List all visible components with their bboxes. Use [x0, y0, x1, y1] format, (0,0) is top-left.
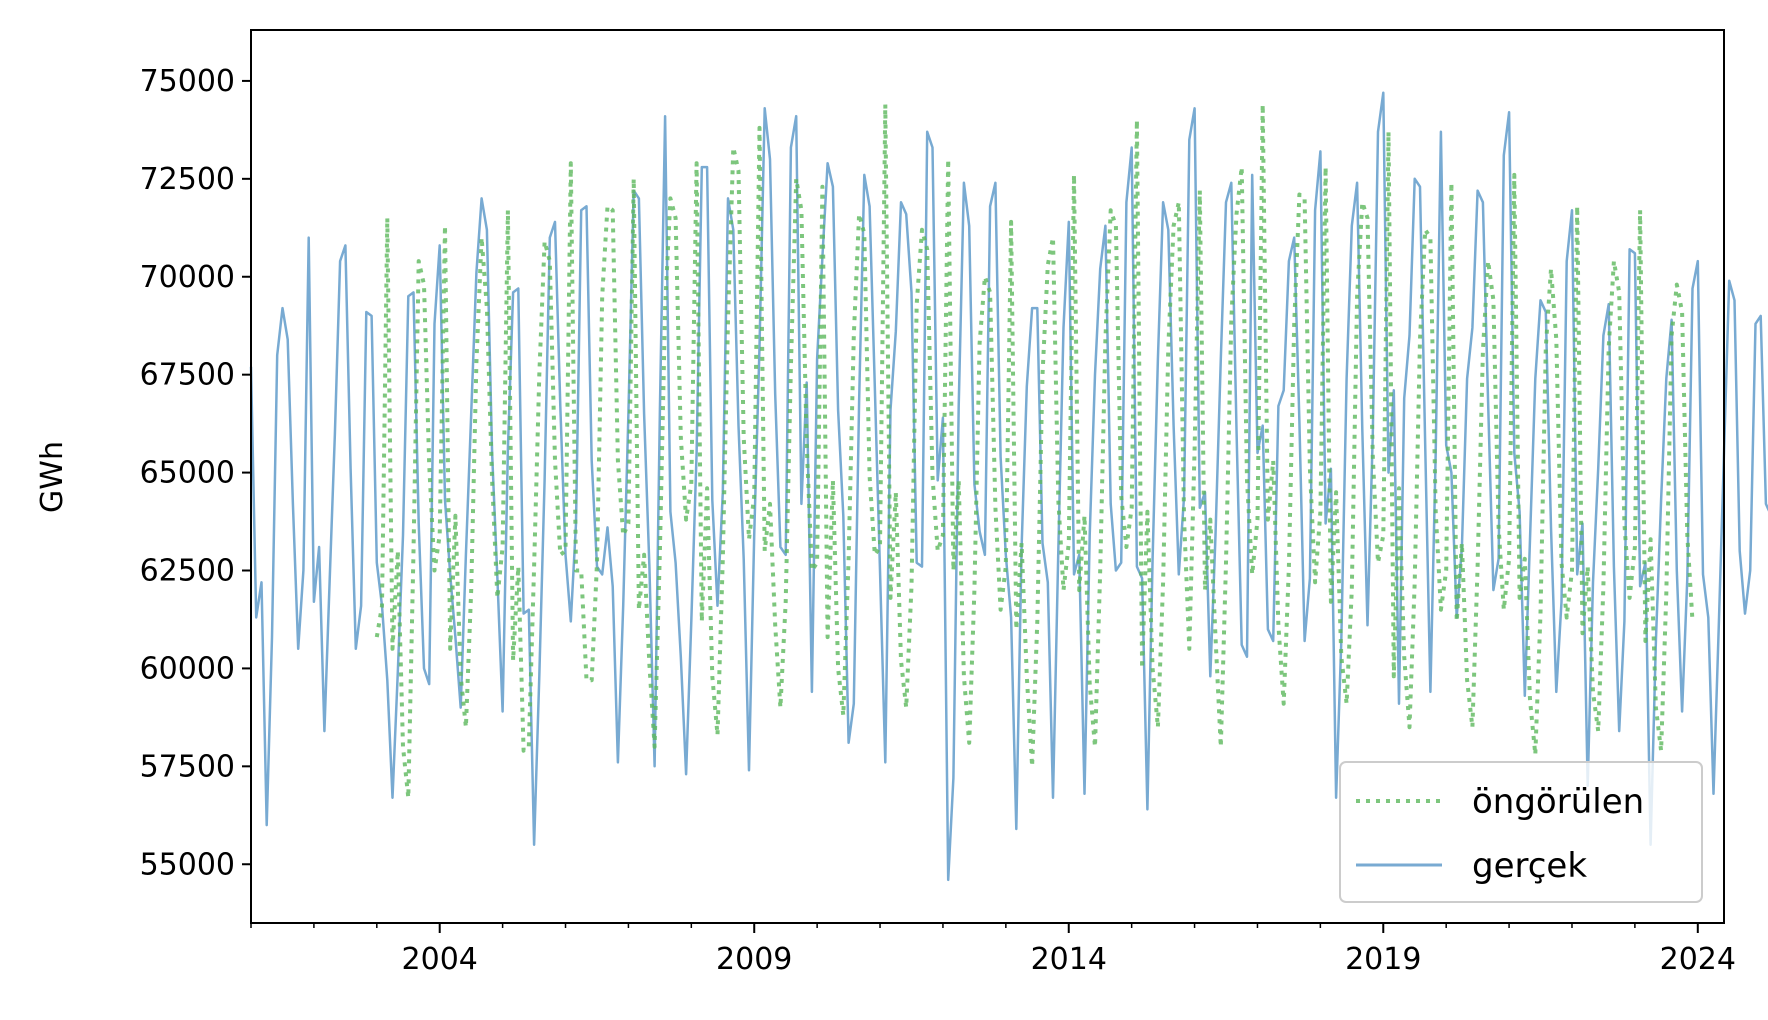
legend-label-ongorulen: öngörülen	[1472, 782, 1644, 822]
y-tick-label: 57500	[140, 749, 235, 784]
y-tick-label: 67500	[140, 358, 235, 393]
y-tick-label: 55000	[140, 847, 235, 882]
legend-label-gercek: gerçek	[1472, 846, 1587, 886]
y-tick-label: 70000	[140, 260, 235, 295]
series-line-gercek	[249, 91, 1768, 882]
legend-box	[1339, 761, 1703, 903]
y-tick-label: 72500	[140, 162, 235, 197]
plot-area	[249, 91, 1768, 882]
y-tick-label: 65000	[140, 456, 235, 491]
x-tick-label: 2024	[1660, 942, 1736, 977]
x-tick-label: 2004	[402, 942, 478, 977]
y-axis-label: GWh	[35, 441, 70, 513]
legend: öngörülen gerçek	[1339, 761, 1703, 903]
y-tick-label: 75000	[140, 64, 235, 99]
y-axis: 55000 57500 60000 62500 65000 67500 70000 72500…	[140, 64, 251, 882]
x-tick-label: 2019	[1345, 942, 1421, 977]
x-tick-label: 2014	[1031, 942, 1107, 977]
x-axis: 2004 2009 2014 2019 2024	[250, 923, 1736, 977]
y-tick-label: 62500	[140, 554, 235, 589]
plot-frame	[250, 29, 1725, 924]
x-tick-label: 2009	[716, 942, 792, 977]
y-tick-label: 60000	[140, 651, 235, 686]
